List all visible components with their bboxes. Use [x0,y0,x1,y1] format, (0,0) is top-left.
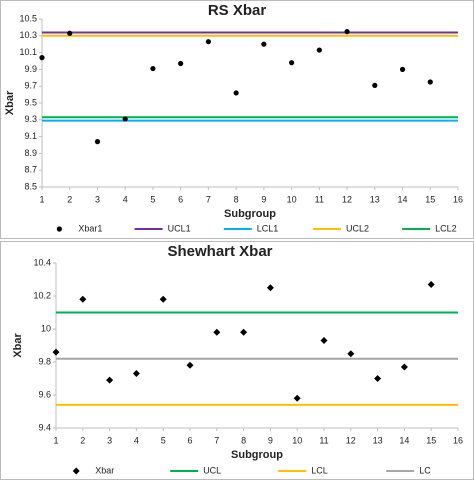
y-tick-label: 9.3 [24,114,37,124]
y-tick-label: 10.4 [33,257,51,267]
data-point [427,280,435,288]
data-point [316,47,322,53]
x-tick-label: 8 [234,194,239,204]
x-tick-label: 5 [161,435,166,445]
x-tick-label: 8 [241,435,246,445]
data-point [289,60,295,66]
y-axis-title: Xbar [4,90,16,115]
y-tick-label: 8.7 [24,165,37,175]
data-point [186,361,194,369]
x-tick-label: 16 [453,435,463,445]
legend-label: LCL [311,465,328,475]
x-tick-label: 6 [187,435,192,445]
x-axis-title: Subgroup [231,449,283,461]
x-tick-label: 11 [319,435,328,445]
x-tick-label: 14 [398,194,408,204]
y-tick-label: 10.1 [19,47,37,57]
data-point [372,82,378,88]
legend-label: UCL [203,465,221,475]
y-tick-label: 10.5 [19,13,37,23]
legend-marker [56,226,62,232]
data-point [67,30,73,36]
data-point [400,363,408,371]
legend-label: LC [419,465,431,475]
x-tick-label: 4 [134,435,139,445]
data-point [39,55,45,61]
x-tick-label: 15 [425,194,435,204]
x-tick-label: 13 [370,194,380,204]
data-point [150,65,156,72]
x-tick-label: 13 [373,435,383,445]
x-tick-label: 16 [453,194,463,204]
data-point [347,350,355,358]
y-tick-label: 9.6 [38,389,51,399]
x-tick-label: 6 [178,194,183,204]
x-tick-label: 12 [346,435,356,445]
data-point [159,295,167,303]
legend-label: UCL2 [346,223,369,233]
legend-label: LCL1 [257,223,279,233]
x-tick-label: 12 [342,194,352,204]
x-tick-label: 5 [150,194,155,204]
y-tick-label: 9.1 [24,131,37,141]
data-point [205,39,211,45]
data-point [122,116,128,122]
data-point [132,370,140,378]
legend-label: LCL2 [435,223,457,233]
legend-label: UCL1 [168,223,191,233]
data-point [52,348,60,356]
data-point [266,284,274,292]
data-point [293,394,301,402]
data-point [106,376,114,384]
x-tick-label: 9 [261,194,266,204]
chart-title: Shewhart Xbar [167,243,272,260]
y-tick-label: 8.5 [24,181,37,191]
x-tick-label: 14 [399,435,409,445]
x-tick-label: 10 [292,435,302,445]
x-tick-label: 1 [39,194,44,204]
x-tick-label: 10 [287,194,297,204]
x-tick-label: 7 [214,435,219,445]
x-tick-label: 9 [268,435,273,445]
y-axis-title: Xbar [12,333,24,358]
data-point [79,295,87,303]
y-tick-label: 9.5 [24,97,37,107]
data-point [240,328,248,336]
legend-label: Xbar1 [78,223,102,233]
y-tick-label: 8.9 [24,148,37,158]
y-tick-label: 9.9 [24,64,37,74]
x-tick-label: 3 [107,435,112,445]
data-point [233,90,239,96]
x-tick-label: 2 [80,435,85,445]
legend-label: Xbar [95,465,114,475]
data-point [344,29,350,35]
data-point [94,139,101,145]
y-tick-label: 9.8 [38,356,51,366]
data-point [374,375,382,382]
data-point [178,60,184,67]
data-point [261,41,267,47]
y-tick-label: 10 [41,323,51,333]
x-tick-label: 3 [95,194,100,204]
x-tick-label: 4 [123,194,128,204]
legend-marker [72,467,80,475]
data-point [320,337,328,345]
y-tick-label: 9.7 [24,81,37,91]
y-tick-label: 10.2 [33,290,51,300]
data-point [213,328,221,336]
x-tick-label: 15 [426,435,436,445]
chart-title: RS Xbar [208,2,267,19]
y-tick-label: 10.3 [19,30,37,40]
x-tick-label: 2 [67,194,72,204]
data-point [399,66,406,72]
x-tick-label: 11 [315,194,324,204]
x-axis-title: Subgroup [224,208,276,220]
y-tick-label: 9.4 [38,422,51,432]
data-point [427,79,433,85]
x-tick-label: 1 [53,435,58,445]
x-tick-label: 7 [206,194,211,204]
